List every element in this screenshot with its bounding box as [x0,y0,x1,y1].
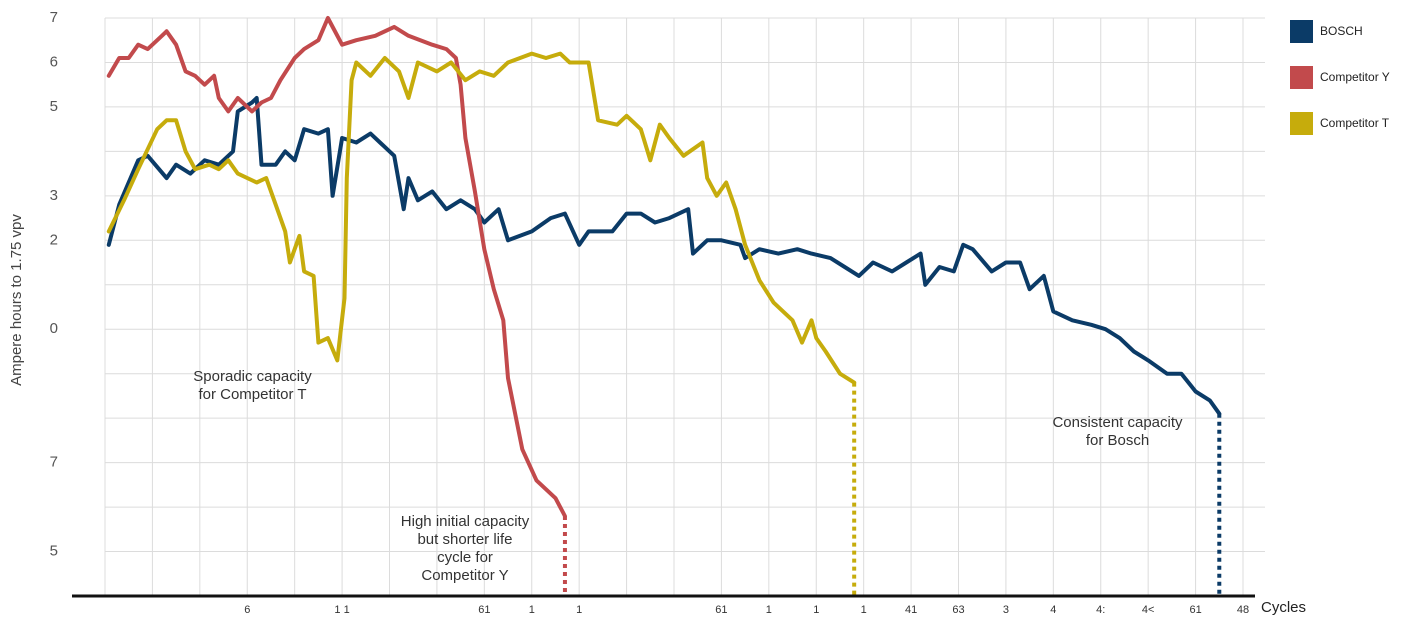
x-axis-label: Cycles [1261,599,1306,616]
series-line [106,16,567,518]
x-tick-label: 3 [1003,604,1009,616]
x-tick-label: 48 [1237,604,1249,616]
y-tick-label: 5 [50,543,58,560]
x-tick-label: 6 [244,604,250,616]
annotation: High initial capacity but shorter life cyc… [370,513,560,585]
annotation-line: for Competitor T [198,386,307,403]
y-axis-label: Ampere hours to 1.75 vpv [8,214,25,386]
y-tick-label: 6 [50,53,58,70]
grid [104,17,1265,596]
annotation-line: for Bosch [1085,432,1150,449]
x-tick-label: 1 [813,604,819,616]
annotation-line: Competitor Y [421,567,509,584]
annotation-line: cycle for [437,549,493,566]
x-tick-label: 61 [478,604,490,616]
annotation-line: but shorter life [417,531,513,548]
legend-label: Competitor T [1320,116,1390,130]
x-tick-label: 4: [1096,604,1105,616]
y-tick-label: 5 [50,98,58,115]
x-tick-label: 4 [1050,604,1056,616]
legend-swatch [1290,20,1313,43]
y-tick-label: 2 [50,231,58,248]
legend-label: BOSCH [1320,24,1363,38]
x-tick-label: 41 [905,604,917,616]
x-tick-label: 1 1 [334,604,349,616]
x-tick-label: 1 [766,604,772,616]
legend-swatch [1290,112,1313,135]
legend-swatch [1290,66,1313,89]
x-tick-label: 61 [715,604,727,616]
annotation: Consistent capacity for Bosch [1025,414,1210,450]
x-tick-label: 4< [1142,604,1155,616]
y-tick-label: 7 [50,454,58,471]
series-line [106,96,1222,416]
series-line [106,51,857,385]
annotation-line: Consistent capacity [1052,414,1183,431]
legend-label: Competitor Y [1320,70,1390,84]
y-tick-label: 0 [50,320,58,337]
x-tick-label: 1 [529,604,535,616]
annotation: Sporadic capacity for Competitor T [160,368,345,404]
x-tick-label: 1 [861,604,867,616]
y-tick-label: 7 [50,9,58,26]
annotation-line: Sporadic capacity [193,368,312,385]
y-tick-label: 3 [50,187,58,204]
x-tick-label: 61 [1189,604,1201,616]
annotation-line: High initial capacity [400,513,530,530]
x-tick-label: 63 [952,604,964,616]
x-tick-label: 1 [576,604,582,616]
